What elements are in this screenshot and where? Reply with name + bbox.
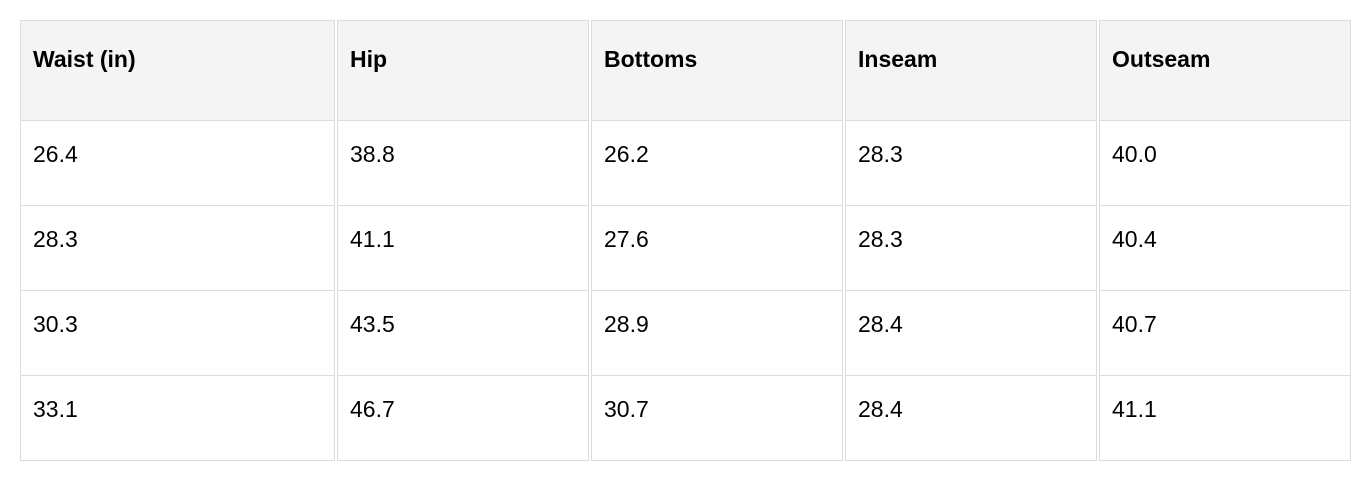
size-chart-table: Waist (in) Hip Bottoms Inseam Outseam 26… [18,20,1353,461]
cell-outseam: 40.0 [1099,121,1351,206]
cell-outseam: 40.7 [1099,291,1351,376]
cell-waist: 26.4 [20,121,335,206]
cell-inseam: 28.3 [845,121,1097,206]
cell-bottoms: 26.2 [591,121,843,206]
cell-inseam: 28.4 [845,376,1097,461]
cell-bottoms: 28.9 [591,291,843,376]
cell-hip: 41.1 [337,206,589,291]
cell-waist: 28.3 [20,206,335,291]
cell-inseam: 28.3 [845,206,1097,291]
table-row: 28.3 41.1 27.6 28.3 40.4 [20,206,1351,291]
cell-outseam: 41.1 [1099,376,1351,461]
cell-outseam: 40.4 [1099,206,1351,291]
header-inseam: Inseam [845,20,1097,121]
cell-bottoms: 30.7 [591,376,843,461]
cell-hip: 43.5 [337,291,589,376]
header-waist: Waist (in) [20,20,335,121]
header-row: Waist (in) Hip Bottoms Inseam Outseam [20,20,1351,121]
table-row: 26.4 38.8 26.2 28.3 40.0 [20,121,1351,206]
cell-waist: 33.1 [20,376,335,461]
cell-inseam: 28.4 [845,291,1097,376]
cell-hip: 38.8 [337,121,589,206]
cell-bottoms: 27.6 [591,206,843,291]
table-row: 33.1 46.7 30.7 28.4 41.1 [20,376,1351,461]
cell-waist: 30.3 [20,291,335,376]
cell-hip: 46.7 [337,376,589,461]
header-bottoms: Bottoms [591,20,843,121]
header-hip: Hip [337,20,589,121]
table-row: 30.3 43.5 28.9 28.4 40.7 [20,291,1351,376]
header-outseam: Outseam [1099,20,1351,121]
